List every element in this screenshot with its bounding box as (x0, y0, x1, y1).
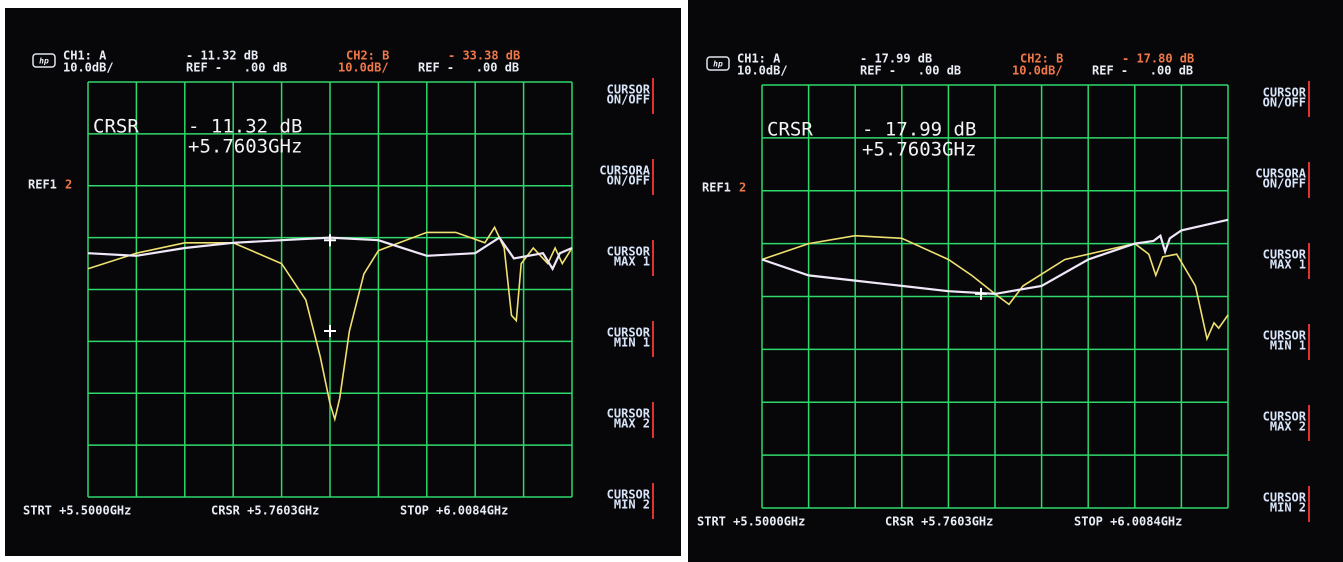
softkey-label: MIN 2 (1270, 501, 1306, 515)
ref-label: REF1 (702, 181, 731, 195)
footer-start: STRT +5.5000GHz (697, 515, 805, 529)
softkey-label: ON/OFF (1263, 96, 1306, 110)
footer-cursor: CRSR +5.7603GHz (211, 504, 319, 518)
cursor-freq: +5.7603GHz (862, 139, 976, 161)
logo: hp (713, 60, 723, 69)
softkey-label: MAX 1 (1270, 258, 1306, 272)
ch1-ref: REF - .00 dB (186, 61, 287, 75)
softkey-bar (652, 78, 654, 114)
footer-stop: STOP +6.0084GHz (1074, 515, 1182, 529)
ch1-ref: REF - .00 dB (860, 64, 961, 78)
softkey-bar (1308, 162, 1310, 198)
footer-stop: STOP +6.0084GHz (400, 504, 508, 518)
softkey-bar (1308, 324, 1310, 360)
softkey-label: MAX 2 (1270, 420, 1306, 434)
ch1-scale: 10.0dB/ (63, 61, 114, 75)
footer-cursor: CRSR +5.7603GHz (885, 515, 993, 529)
ref-label: REF1 (28, 178, 57, 192)
softkey-label: ON/OFF (1263, 177, 1306, 191)
footer-start: STRT +5.5000GHz (23, 504, 131, 518)
softkey-label: ON/OFF (607, 93, 650, 107)
softkey-bar (1308, 243, 1310, 279)
ref-marker: 2 (65, 178, 72, 192)
softkey-bar (1308, 486, 1310, 522)
softkey-bar (652, 402, 654, 438)
ch2-scale: 10.0dB/ (1012, 64, 1063, 78)
softkey-label: MAX 2 (614, 417, 650, 431)
softkey-bar (1308, 81, 1310, 117)
ch2-scale: 10.0dB/ (338, 61, 389, 75)
ch2-ref: REF - .00 dB (418, 61, 519, 75)
softkey-bar (652, 159, 654, 195)
cursor-label: CRSR (93, 116, 139, 138)
softkey-bar (652, 240, 654, 276)
screen-left (5, 8, 681, 556)
ch1-scale: 10.0dB/ (737, 64, 788, 78)
softkey-label: MIN 2 (614, 498, 650, 512)
screenshot: hpCH1: A- 11.32 dB10.0dB/REF - .00 dBCH2… (0, 0, 1343, 562)
softkey-label: MAX 1 (614, 255, 650, 269)
softkey-bar (1308, 405, 1310, 441)
cursor-value: - 11.32 dB (188, 116, 302, 138)
cursor-freq: +5.7603GHz (188, 136, 302, 158)
ch2-ref: REF - .00 dB (1092, 64, 1193, 78)
ref-marker: 2 (739, 181, 746, 195)
softkey-bar (652, 483, 654, 519)
logo: hp (39, 57, 49, 66)
softkey-label: MIN 1 (614, 336, 650, 350)
softkey-bar (652, 321, 654, 357)
cursor-value: - 17.99 dB (862, 119, 976, 141)
softkey-label: ON/OFF (607, 174, 650, 188)
softkey-label: MIN 1 (1270, 339, 1306, 353)
cursor-label: CRSR (767, 119, 813, 141)
